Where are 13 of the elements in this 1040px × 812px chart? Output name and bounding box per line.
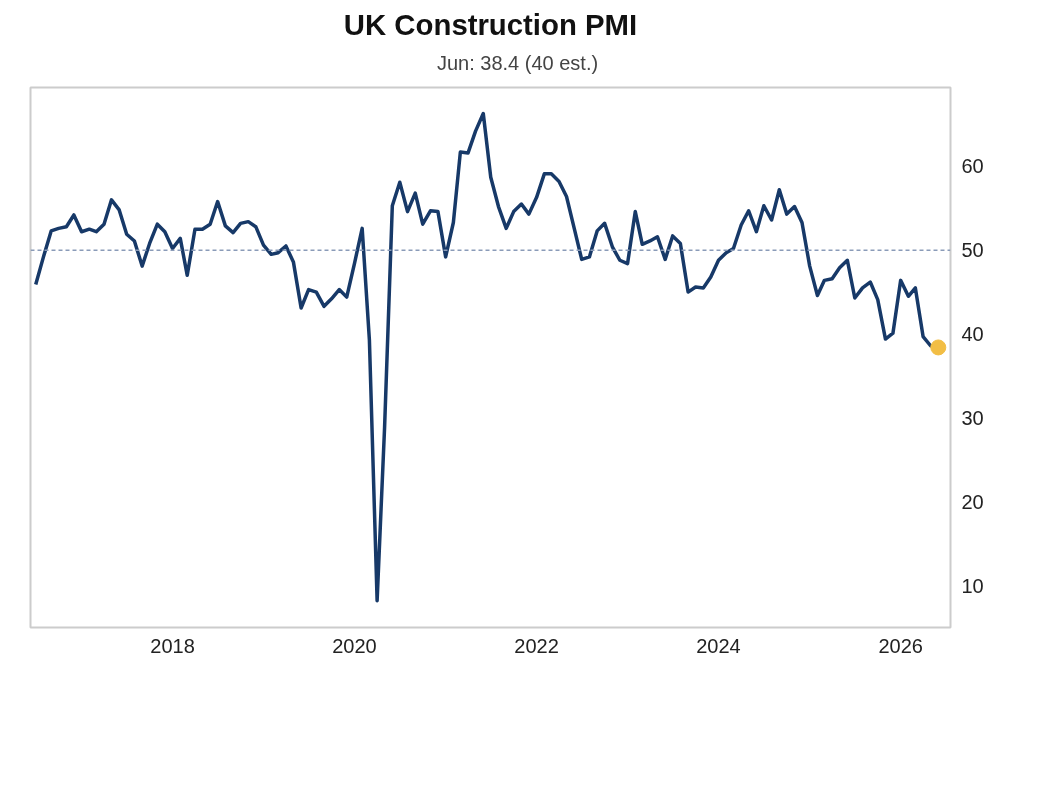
x-tick-label: 2022 (514, 634, 559, 657)
x-tick-label: 2024 (696, 634, 741, 657)
y-tick-label: 40 (961, 323, 984, 346)
text: Jun: 38.4 (40 est.) (436, 51, 599, 75)
x-tick-label: 2020 (332, 634, 377, 657)
y-tick-label: 50 (961, 239, 984, 262)
chart-title: UK Construction PMI (343, 7, 638, 41)
x-tick-label: 2026 (878, 634, 923, 657)
y-tick-label: 60 (961, 155, 984, 178)
y-tick-label: 30 (961, 406, 984, 429)
y-tick-label: 20 (961, 490, 984, 513)
y-tick-label: 10 (961, 574, 984, 597)
x-tick-label: 2018 (150, 634, 195, 657)
